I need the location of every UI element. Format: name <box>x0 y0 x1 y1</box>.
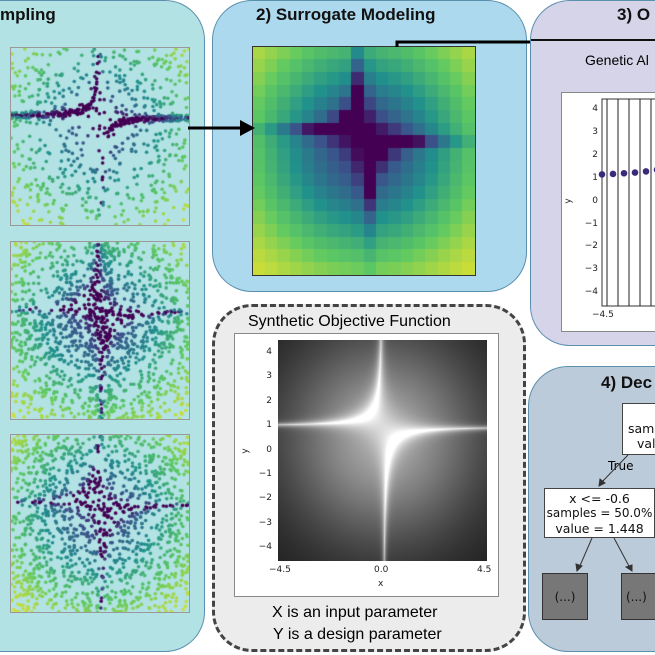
optimization-ytick: 2 <box>592 149 598 160</box>
sampling-scatter-plot-2 <box>10 241 190 420</box>
surrogate-heatmap <box>252 46 476 276</box>
synthetic-xtick-0: −4.5 <box>269 565 291 575</box>
synthetic-xlabel: x <box>378 579 384 589</box>
synthetic-caption-1: X is an input parameter <box>272 604 438 621</box>
synthetic-ytick: −1 <box>258 469 272 479</box>
synthetic-ytick: 0 <box>266 444 272 455</box>
sampling-title: mpling <box>0 5 56 24</box>
synthetic-ytick: −3 <box>258 517 272 528</box>
synthetic-caption-2: Y is a design parameter <box>273 626 442 643</box>
synthetic-ylabel: y <box>240 448 251 454</box>
synthetic-xtick-1: 0.0 <box>374 565 389 575</box>
optimization-ytick: 3 <box>592 126 598 137</box>
optimization-plot <box>598 98 655 307</box>
optimization-ytick: 0 <box>592 195 598 206</box>
optimization-divider <box>531 39 655 41</box>
synthetic-ytick: 4 <box>266 347 272 357</box>
optimization-point <box>598 171 606 178</box>
optimization-point <box>609 170 617 178</box>
synthetic-ytick: 3 <box>266 371 272 382</box>
tree-node-split: x <= -0.6 <box>569 491 630 506</box>
root-node-line-1: samp <box>628 421 655 436</box>
optimization-point <box>620 169 628 177</box>
root-node[interactable]: samp val <box>622 403 655 455</box>
collapsed-node-1[interactable]: (...) <box>542 573 588 620</box>
synthetic-heatmap <box>278 340 487 561</box>
synthetic-ytick: 1 <box>266 420 272 431</box>
surrogate-title: 2) Surrogate Modeling <box>256 5 436 24</box>
optimization-xtick: −4.5 <box>592 310 614 320</box>
optimization-ytick: 1 <box>592 172 598 183</box>
optimization-ytick: −1 <box>584 218 598 229</box>
synthetic-xtick-2: 4.5 <box>477 565 492 575</box>
synthetic-ytick: −4 <box>258 542 272 553</box>
sampling-scatter-plot-1 <box>10 47 190 226</box>
optimization-ytick: −3 <box>584 264 598 275</box>
synthetic-ytick: −2 <box>258 493 272 504</box>
tree-node-value: value = 1.448 <box>555 521 644 536</box>
sampling-scatter-plot-3 <box>10 434 190 613</box>
tree-node[interactable]: x <= -0.6 samples = 50.0% value = 1.448 <box>544 488 655 538</box>
optimization-title: 3) O <box>617 5 651 24</box>
arrow-head-icon <box>240 120 255 136</box>
optimization-point <box>642 168 650 175</box>
optimization-point <box>631 169 639 176</box>
synthetic-ytick: 2 <box>266 395 272 406</box>
decision-tree-title: 4) Dec <box>601 373 653 392</box>
tree-node-samples: samples = 50.0% <box>546 506 653 520</box>
optimization-ytick: 4 <box>592 104 598 114</box>
root-node-line-2: val <box>637 436 655 451</box>
collapsed-node-2[interactable]: (...) <box>621 573 655 620</box>
optimization-ytick: −2 <box>584 241 598 252</box>
optimization-subtitle: Genetic Al <box>585 52 649 68</box>
optimization-ytick: −4 <box>584 287 598 298</box>
synthetic-title: Synthetic Objective Function <box>248 313 451 330</box>
